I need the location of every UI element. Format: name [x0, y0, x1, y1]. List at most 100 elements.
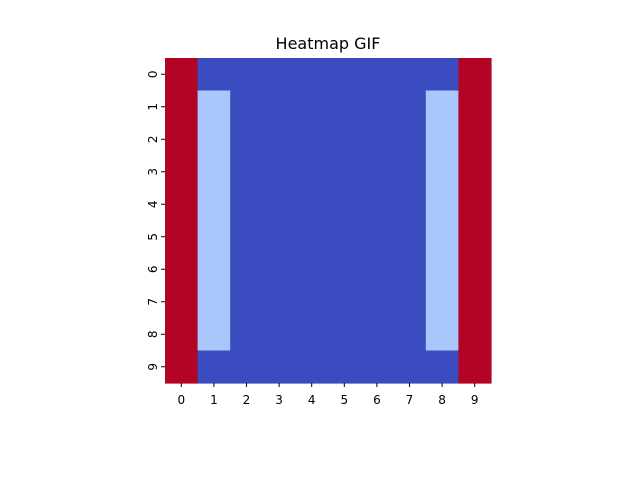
heatmap-cell-0-9: [458, 58, 492, 92]
y-tick-label-0: 0: [146, 70, 160, 78]
x-tick-label-8: 8: [438, 393, 446, 407]
heatmap-cell-6-9: [458, 253, 492, 287]
heatmap-cell-7-9: [458, 285, 492, 319]
heatmap-cell-0-4: [295, 58, 329, 92]
heatmap-cell-5-2: [230, 220, 264, 254]
heatmap-cell-9-3: [262, 350, 296, 384]
heatmap-cell-8-9: [458, 318, 492, 352]
heatmap-cell-7-0: [165, 285, 199, 319]
heatmap-cell-8-6: [360, 318, 394, 352]
heatmap-cell-6-8: [425, 253, 459, 287]
heatmap-cell-1-2: [230, 90, 264, 124]
x-tick-label-1: 1: [210, 393, 218, 407]
heatmap-cells: [165, 58, 492, 384]
heatmap-cell-8-8: [425, 318, 459, 352]
heatmap-cell-9-2: [230, 350, 264, 384]
heatmap-cell-9-5: [328, 350, 362, 384]
y-tick-label-5: 5: [146, 233, 160, 241]
x-tick-label-0: 0: [177, 393, 185, 407]
heatmap-cell-9-1: [197, 350, 231, 384]
heatmap-cell-2-7: [393, 123, 427, 157]
heatmap-cell-2-0: [165, 123, 199, 157]
y-tick-label-6: 6: [146, 265, 160, 273]
heatmap-cell-0-5: [328, 58, 362, 92]
heatmap-cell-5-6: [360, 220, 394, 254]
heatmap-cell-8-1: [197, 318, 231, 352]
heatmap-cell-6-3: [262, 253, 296, 287]
heatmap-cell-8-7: [393, 318, 427, 352]
heatmap-cell-7-7: [393, 285, 427, 319]
heatmap-cell-1-6: [360, 90, 394, 124]
heatmap-cell-1-0: [165, 90, 199, 124]
x-tick-label-7: 7: [406, 393, 414, 407]
heatmap-cell-5-8: [425, 220, 459, 254]
heatmap-cell-1-7: [393, 90, 427, 124]
heatmap-cell-0-0: [165, 58, 199, 92]
x-axis: 0 1 2 3 4 5 6 7 8 9: [177, 383, 479, 407]
heatmap-cell-2-2: [230, 123, 264, 157]
heatmap-cell-2-3: [262, 123, 296, 157]
heatmap-cell-4-1: [197, 188, 231, 222]
x-tick-label-6: 6: [373, 393, 381, 407]
heatmap-cell-8-3: [262, 318, 296, 352]
heatmap-cell-2-1: [197, 123, 231, 157]
heatmap-cell-5-7: [393, 220, 427, 254]
heatmap-cell-6-0: [165, 253, 199, 287]
heatmap-cell-6-2: [230, 253, 264, 287]
heatmap-cell-1-5: [328, 90, 362, 124]
heatmap-cell-4-3: [262, 188, 296, 222]
heatmap-cell-6-7: [393, 253, 427, 287]
heatmap-cell-5-4: [295, 220, 329, 254]
y-tick-label-1: 1: [146, 103, 160, 111]
heatmap-cell-1-3: [262, 90, 296, 124]
heatmap-cell-1-4: [295, 90, 329, 124]
heatmap-cell-0-1: [197, 58, 231, 92]
heatmap-cell-6-1: [197, 253, 231, 287]
heatmap-cell-0-8: [425, 58, 459, 92]
heatmap-cell-1-9: [458, 90, 492, 124]
heatmap-cell-7-3: [262, 285, 296, 319]
chart-title: Heatmap GIF: [276, 34, 381, 53]
heatmap-cell-3-7: [393, 155, 427, 189]
heatmap-cell-5-0: [165, 220, 199, 254]
heatmap-cell-4-7: [393, 188, 427, 222]
y-axis: 0 1 2 3 4 5 6 7 8 9: [146, 70, 165, 371]
heatmap-cell-7-8: [425, 285, 459, 319]
x-tick-label-3: 3: [275, 393, 283, 407]
heatmap-cell-7-1: [197, 285, 231, 319]
heatmap-cell-9-7: [393, 350, 427, 384]
heatmap-cell-9-0: [165, 350, 199, 384]
heatmap-cell-8-0: [165, 318, 199, 352]
heatmap-cell-5-5: [328, 220, 362, 254]
heatmap-cell-9-4: [295, 350, 329, 384]
heatmap-cell-5-1: [197, 220, 231, 254]
heatmap-cell-3-6: [360, 155, 394, 189]
heatmap-cell-3-5: [328, 155, 362, 189]
heatmap-cell-3-0: [165, 155, 199, 189]
heatmap-cell-2-4: [295, 123, 329, 157]
heatmap-cell-2-8: [425, 123, 459, 157]
heatmap-cell-0-2: [230, 58, 264, 92]
heatmap-cell-3-3: [262, 155, 296, 189]
heatmap-cell-4-0: [165, 188, 199, 222]
heatmap-cell-6-6: [360, 253, 394, 287]
heatmap-cell-3-8: [425, 155, 459, 189]
heatmap-cell-0-3: [262, 58, 296, 92]
heatmap-cell-0-7: [393, 58, 427, 92]
heatmap-cell-4-4: [295, 188, 329, 222]
y-tick-label-7: 7: [146, 298, 160, 306]
y-tick-label-3: 3: [146, 168, 160, 176]
heatmap-cell-4-9: [458, 188, 492, 222]
heatmap-cell-4-6: [360, 188, 394, 222]
heatmap-cell-6-5: [328, 253, 362, 287]
heatmap-cell-2-5: [328, 123, 362, 157]
heatmap-cell-4-8: [425, 188, 459, 222]
heatmap-cell-4-5: [328, 188, 362, 222]
heatmap-cell-5-9: [458, 220, 492, 254]
heatmap-cell-7-2: [230, 285, 264, 319]
heatmap-cell-0-6: [360, 58, 394, 92]
heatmap-cell-8-5: [328, 318, 362, 352]
y-tick-label-8: 8: [146, 330, 160, 338]
heatmap-cell-8-4: [295, 318, 329, 352]
